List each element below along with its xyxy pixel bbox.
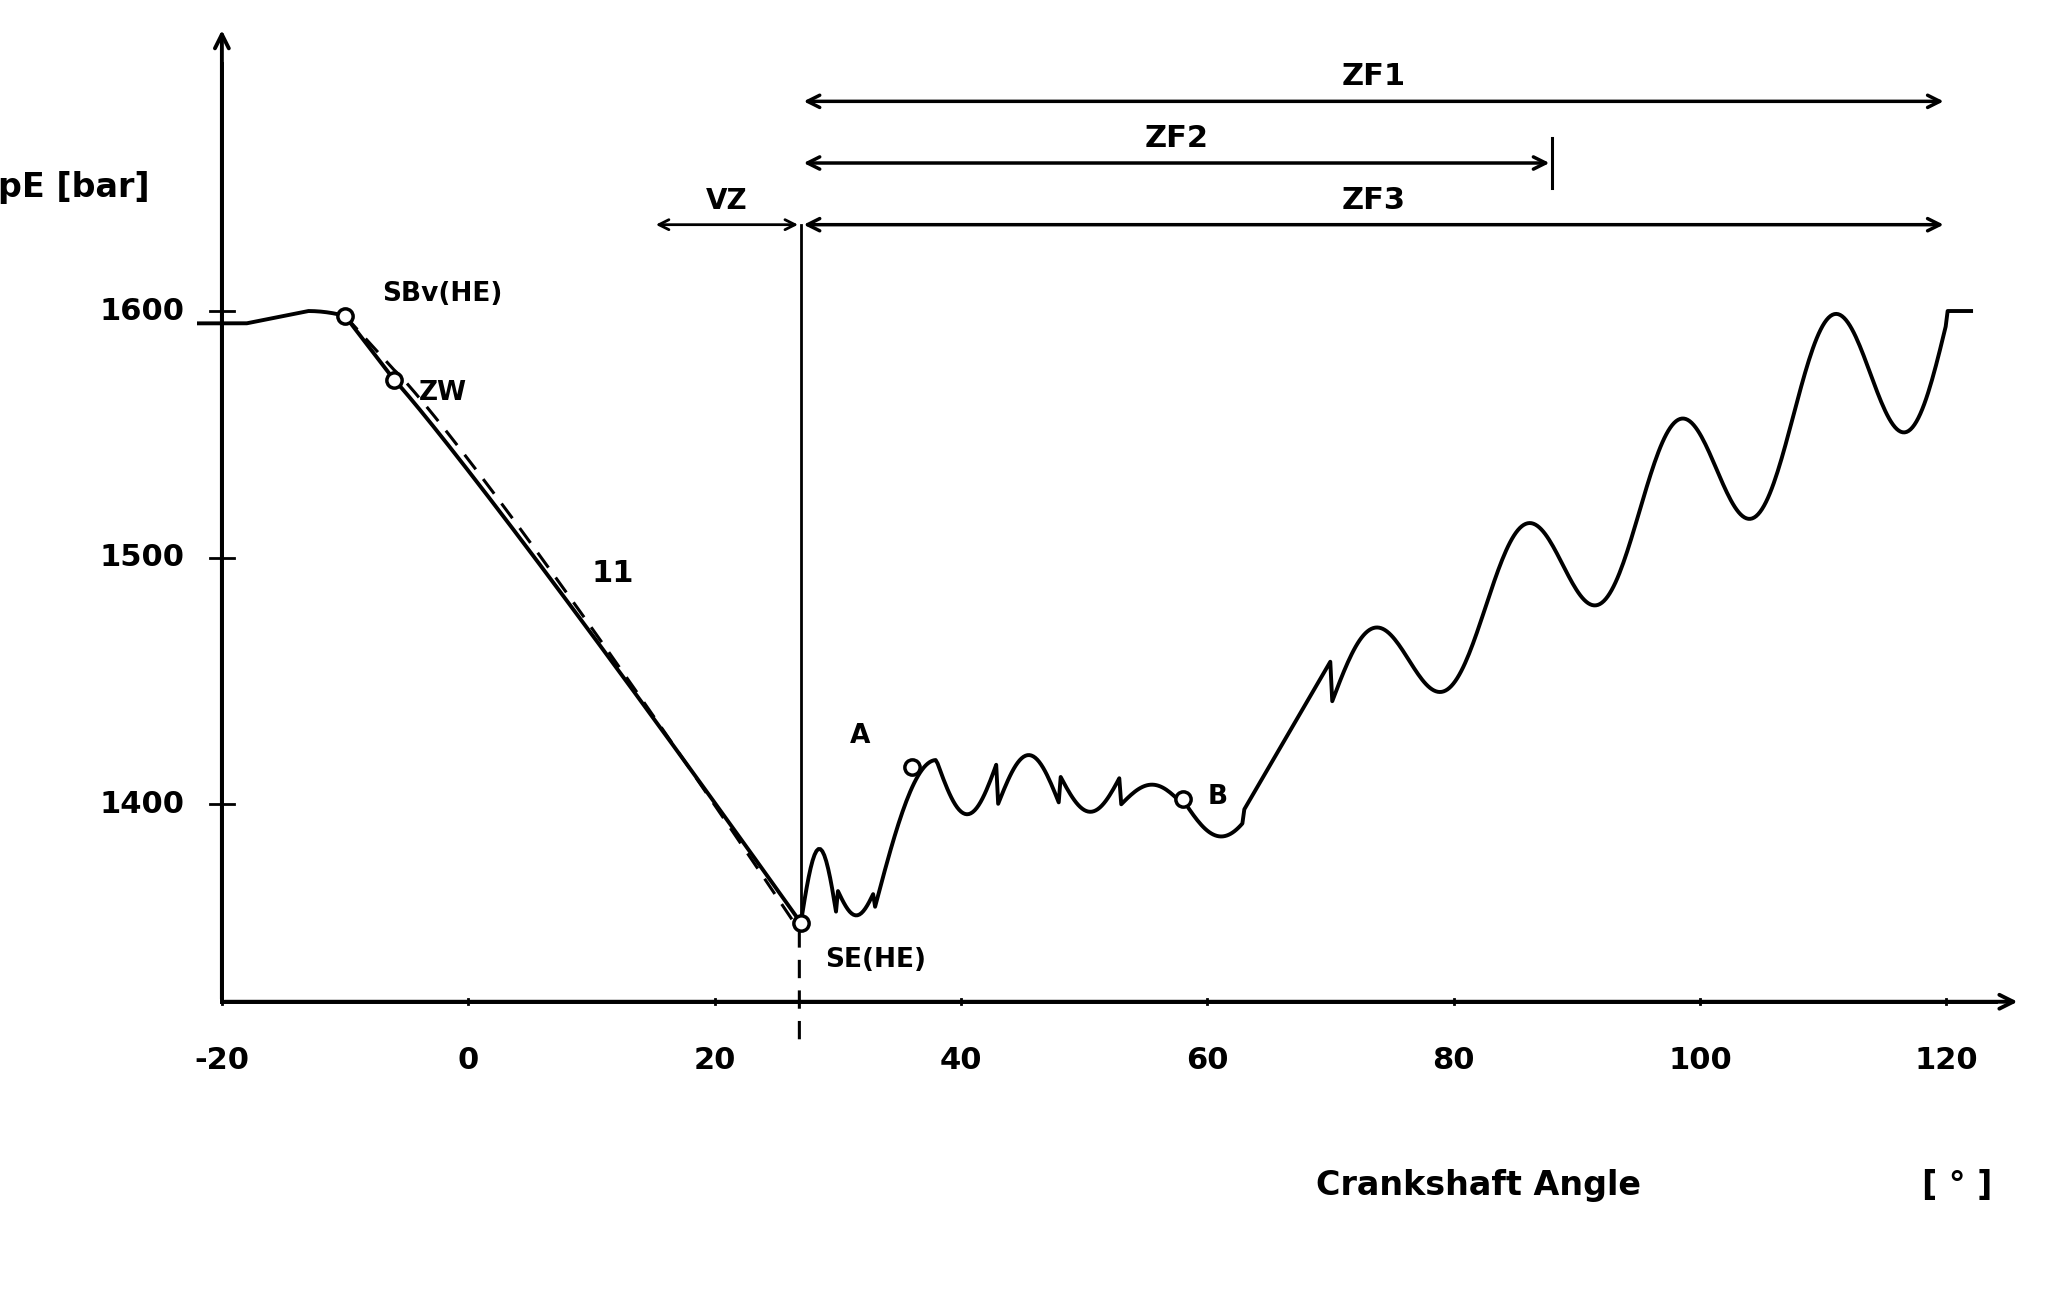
Text: 120: 120 (1914, 1046, 1978, 1075)
Text: 11: 11 (591, 560, 634, 588)
Text: A: A (851, 722, 871, 748)
Text: 80: 80 (1432, 1046, 1475, 1075)
Text: ZF2: ZF2 (1145, 124, 1209, 154)
Text: ZF3: ZF3 (1341, 186, 1405, 215)
Text: VZ: VZ (707, 187, 748, 215)
Text: 100: 100 (1669, 1046, 1732, 1075)
Text: -20: -20 (194, 1046, 249, 1075)
Text: SBv(HE): SBv(HE) (381, 281, 503, 307)
Text: ZW: ZW (418, 379, 468, 406)
Text: 60: 60 (1187, 1046, 1228, 1075)
Text: Crankshaft Angle: Crankshaft Angle (1316, 1170, 1642, 1202)
Text: B: B (1207, 784, 1228, 810)
Text: [ ° ]: [ ° ] (1922, 1170, 1992, 1202)
Text: pE [bar]: pE [bar] (0, 172, 150, 204)
Text: 0: 0 (457, 1046, 478, 1075)
Text: 1500: 1500 (101, 543, 185, 573)
Text: SE(HE): SE(HE) (826, 947, 927, 973)
Text: 20: 20 (694, 1046, 735, 1075)
Text: ZF1: ZF1 (1341, 62, 1405, 92)
Text: 1600: 1600 (101, 297, 185, 325)
Text: 1400: 1400 (101, 789, 185, 819)
Text: 40: 40 (939, 1046, 983, 1075)
